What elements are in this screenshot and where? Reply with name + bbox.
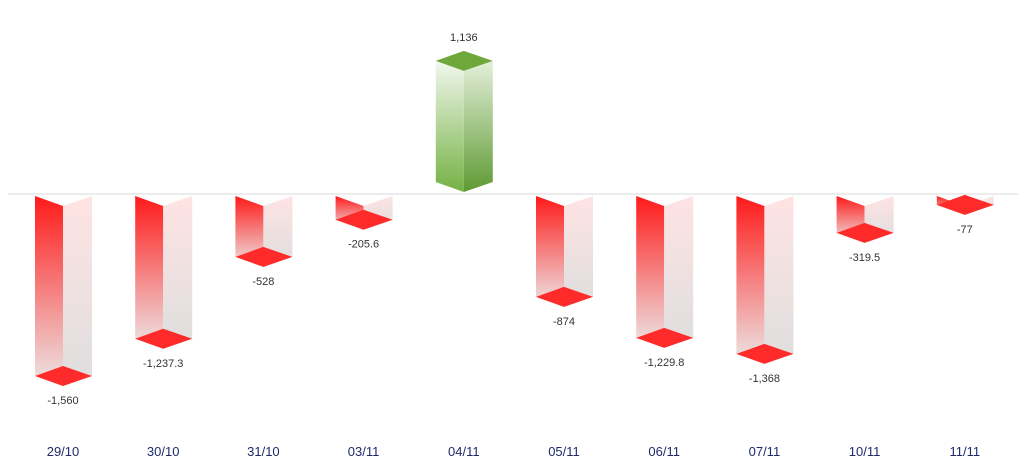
bar-cap [335,209,393,230]
category-label: 29/10 [47,444,80,459]
bar-cap [235,246,293,267]
bar-cap [636,327,694,348]
bar-3 [235,196,293,267]
bar-front-face [736,196,765,364]
bar-cap [435,50,493,71]
bar-cap [536,286,593,307]
bar-10 [936,194,994,215]
bar-9 [836,196,894,243]
bar-front-face [235,196,264,267]
bar-6 [536,196,593,307]
bar-8 [736,196,794,364]
bar-front-face [636,196,665,348]
data-label: -1,560 [47,395,78,407]
bars-layer [35,50,994,387]
category-label: 06/11 [648,444,680,459]
data-label: -205.6 [348,239,379,251]
bar-side-face [163,196,193,349]
category-label: 31/10 [247,444,280,459]
bar-7 [636,196,694,348]
bar-1 [35,196,92,387]
bar-side-face [664,196,694,348]
labels-layer: -1,560 29/10 -1,237.3 30/10 -528 31/10 -205.6 0… [47,32,980,459]
bar-cap [135,328,193,349]
data-label: -1,368 [749,373,780,385]
category-label: 30/10 [147,444,180,459]
bar-cap [936,194,994,215]
category-label: 03/11 [348,444,380,459]
data-label: -874 [553,316,575,328]
category-label: 04/11 [448,444,480,459]
bar-front-face [435,60,464,192]
bar-front-face [35,196,63,387]
data-label: -319.5 [849,252,880,264]
bar-cap [35,366,92,387]
category-label: 05/11 [548,444,580,459]
data-label: 1,136 [450,32,478,44]
bar-cap [836,222,894,243]
data-label: -1,229.8 [644,357,684,369]
bar-side-face [564,196,593,307]
data-label: -1,237.3 [143,358,183,370]
category-label: 10/11 [849,444,881,459]
category-label: 07/11 [749,444,781,459]
bar-front-face [135,196,164,349]
data-label: -528 [252,276,274,288]
bar-front-face [536,196,564,307]
bar-5 [435,50,493,192]
bar-cap [736,343,794,364]
bar-side-face [263,196,293,267]
bar-side-face [63,196,92,387]
bar-side-face [463,60,493,192]
bar-2 [135,196,193,349]
bar-4 [335,196,393,230]
bar-side-face [764,196,794,364]
data-label: -77 [957,224,973,236]
category-label: 11/11 [949,444,980,459]
